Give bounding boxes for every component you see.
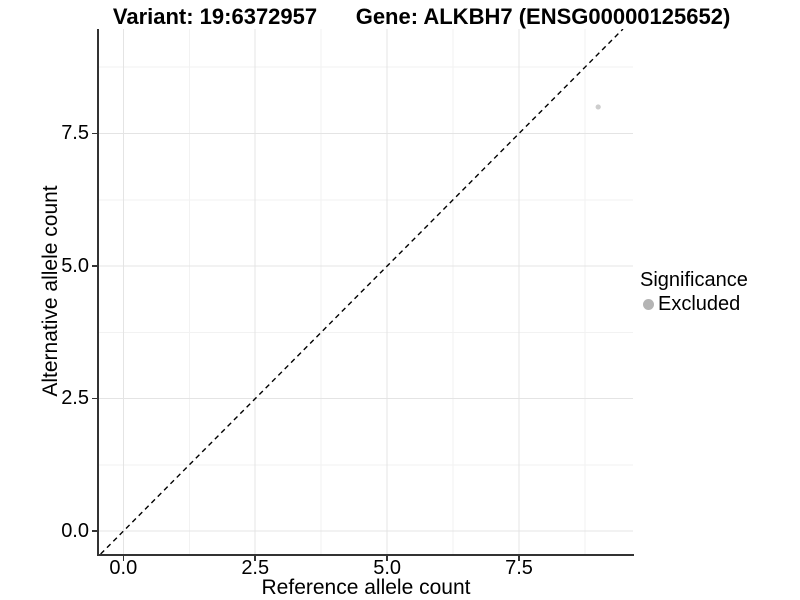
x-tick-mark: [386, 555, 388, 561]
x-tick-label: 5.0: [373, 557, 402, 579]
plot-panel: [98, 29, 633, 554]
y-tick-mark: [92, 132, 97, 135]
y-tick-mark: [92, 397, 97, 400]
y-tick-label: 0.0: [61, 519, 89, 542]
x-tick-mark: [254, 555, 256, 561]
legend-title: Significance: [640, 269, 748, 291]
x-tick-mark: [518, 555, 520, 561]
identity-dashed-line: [100, 29, 624, 554]
y-tick-label: 5.0: [61, 254, 89, 277]
legend: Significance Excluded: [640, 270, 748, 316]
x-axis-line: [97, 554, 634, 556]
plot-canvas: [98, 29, 633, 554]
plot-title-variant: Variant: 19:6372957: [112, 4, 318, 29]
y-axis-title: Alternative allele count: [39, 185, 62, 397]
x-tick-label: 2.5: [241, 557, 270, 579]
y-tick-mark: [92, 265, 97, 267]
y-tick-label: 2.5: [61, 387, 89, 410]
x-tick-mark: [122, 555, 125, 561]
x-axis-title: Reference allele count: [261, 576, 471, 599]
x-tick-label: 0.0: [109, 557, 138, 579]
data-point-excluded: [595, 104, 601, 110]
excluded-point-icon: [643, 299, 654, 310]
y-tick-mark: [92, 530, 97, 532]
x-tick-label: 7.5: [505, 557, 533, 579]
legend-item-label: Excluded: [658, 293, 741, 315]
y-axis-line: [97, 29, 99, 556]
plot-title-gene: Gene: ALKBH7 (ENSG00000125652): [355, 4, 731, 29]
y-tick-label: 7.5: [61, 121, 89, 144]
legend-item-excluded: Excluded: [640, 293, 748, 316]
